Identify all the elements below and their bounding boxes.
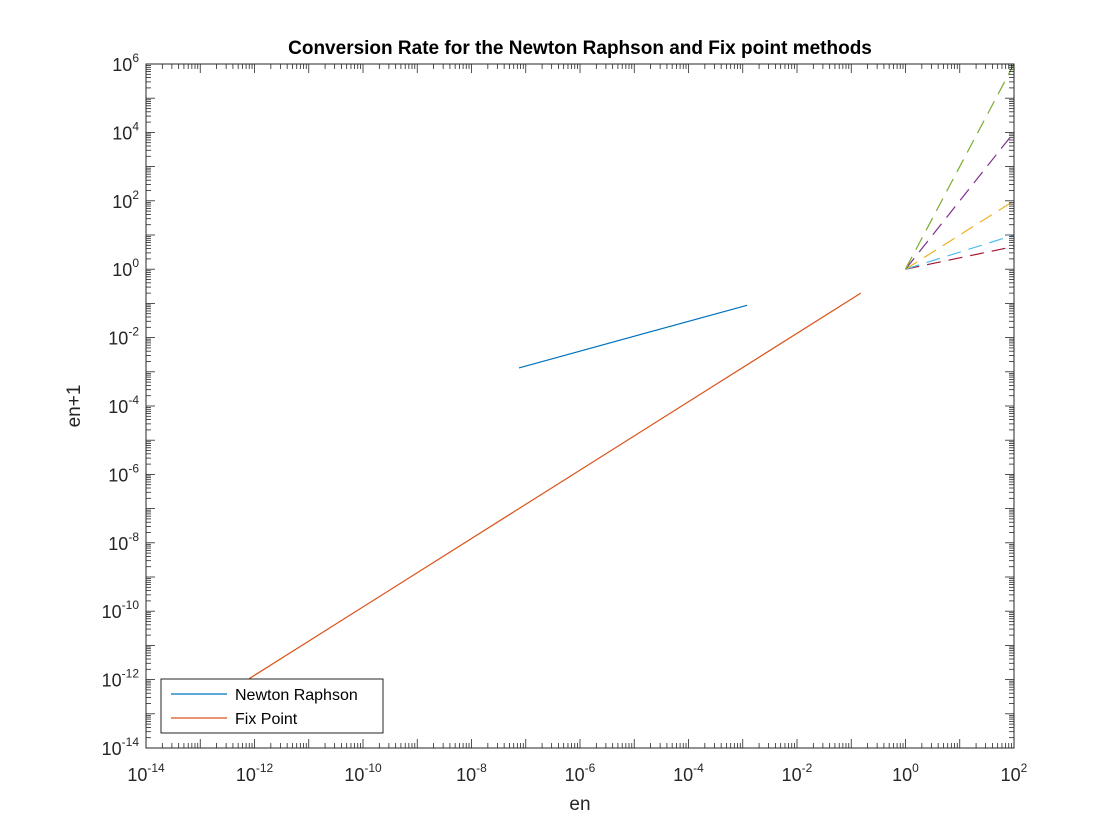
x-tick-label: 10-14 — [127, 761, 165, 785]
x-tick-label: 10-12 — [236, 761, 274, 785]
y-tick-label: 10-8 — [108, 530, 139, 554]
series-line-1 — [247, 292, 862, 681]
legend-label: Fix Point — [235, 711, 298, 728]
series-line-6 — [904, 63, 1015, 270]
legend-label: Newton Raphson — [235, 687, 358, 704]
ticks-layer: 10-14 10-12 10-10 10-8 10-6 10-4 10-2 100 102 10-… — [102, 51, 1028, 785]
x-tick-label: 10-8 — [456, 761, 487, 785]
x-tick-label: 10-6 — [565, 761, 596, 785]
x-tick-label: 10-2 — [782, 761, 813, 785]
x-tick-label: 100 — [892, 761, 919, 785]
plot-frame — [145, 63, 1015, 749]
y-tick-label: 100 — [112, 256, 139, 280]
y-tick-label: 10-2 — [108, 325, 139, 349]
y-tick-label: 10-14 — [102, 735, 140, 759]
x-tick-label: 102 — [1001, 761, 1028, 785]
x-tick-label: 10-4 — [673, 761, 704, 785]
y-tick-label: 10-6 — [108, 461, 139, 485]
y-tick-label: 10-12 — [102, 667, 140, 691]
y-tick-label: 10-10 — [102, 598, 140, 622]
y-tick-label: 104 — [112, 119, 139, 143]
x-axis-label: en — [569, 794, 590, 815]
y-tick-label: 10-4 — [108, 393, 139, 417]
series-line-0 — [518, 304, 748, 369]
series-line-3 — [905, 234, 1015, 270]
y-tick-label: 106 — [112, 51, 139, 75]
x-tick-label: 10-10 — [344, 761, 382, 785]
plot-area — [146, 64, 1014, 748]
legend-items: Newton Raphson Fix Point — [171, 687, 358, 728]
legend: Newton Raphson Fix Point — [160, 678, 384, 734]
legend-box — [160, 678, 384, 734]
y-axis-label: en+1 — [64, 385, 85, 428]
series-layer — [247, 63, 1015, 681]
series-line-5 — [905, 132, 1015, 270]
series-line-2 — [905, 245, 1015, 270]
y-tick-label: 102 — [112, 188, 139, 212]
chart-title: Conversion Rate for the Newton Raphson a… — [288, 38, 872, 59]
